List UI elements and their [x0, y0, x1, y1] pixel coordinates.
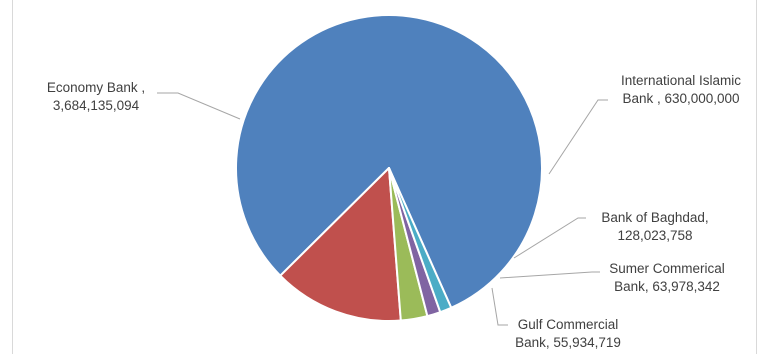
- data-label-1-line-1: Economy Bank ,: [47, 80, 145, 95]
- data-label-2-line-1: International Islamic: [621, 73, 741, 88]
- data-label-4-line-1: Sumer Commerical: [609, 261, 725, 276]
- leader-line-4: [499, 271, 600, 279]
- pie-slice-gulf-commercial-bank: [388, 167, 453, 314]
- leader-line-2: [548, 99, 608, 175]
- data-label-5-line-2: Bank, 55,934,719: [515, 335, 621, 350]
- pie-slices: [235, 14, 543, 322]
- chart-border-right: [756, 0, 757, 354]
- data-label-2-line-2: Bank , 630,000,000: [622, 91, 739, 106]
- leader-line-3: [513, 217, 586, 259]
- data-label-1-line-2: 3,684,135,094: [53, 98, 140, 113]
- leader-line-5: [491, 287, 508, 326]
- pie-slice-economy-bank: [235, 14, 543, 309]
- leader-lines: [157, 92, 608, 326]
- pie-slice-international-islamic-bank: [279, 167, 402, 322]
- data-label-4-line-2: Bank, 63,978,342: [614, 279, 720, 294]
- data-label-3-line-1: Bank of Baghdad,: [601, 210, 708, 225]
- chart-border-left: [12, 0, 13, 354]
- leader-line-1: [157, 92, 241, 120]
- data-labels: Economy Bank , 3,684,135,094 International…: [47, 73, 741, 350]
- data-label-3-line-2: 128,023,758: [617, 228, 692, 243]
- data-label-5-line-1: Gulf Commercial: [518, 317, 619, 332]
